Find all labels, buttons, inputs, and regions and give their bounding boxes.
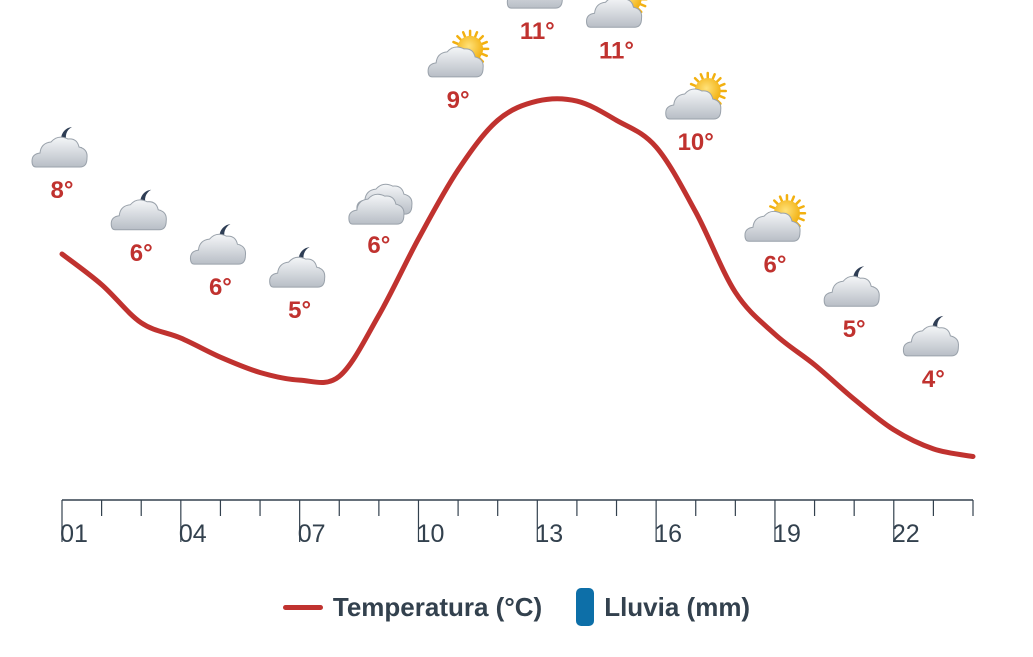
temperature-label: 6° bbox=[130, 240, 153, 267]
cloud-shape bbox=[427, 46, 484, 78]
sun-cloud-icon bbox=[586, 0, 648, 28]
cloud-shape bbox=[665, 88, 722, 120]
x-tick-label: 01 bbox=[60, 520, 88, 548]
moon-cloud-icon bbox=[823, 266, 880, 307]
hourly-icons bbox=[31, 0, 959, 357]
legend: Temperatura (°C) Lluvia (mm) bbox=[0, 583, 1033, 631]
temperature-label: 5° bbox=[843, 316, 866, 343]
x-axis: 01 04 07 10 13 16 19 22 bbox=[60, 499, 974, 548]
temperature-label: 4° bbox=[922, 366, 945, 393]
legend-bar-swatch bbox=[576, 588, 595, 626]
cloud-shape bbox=[348, 193, 405, 225]
legend-label-rain: Lluvia (mm) bbox=[604, 591, 751, 622]
moon-cloud-icon bbox=[269, 247, 326, 288]
legend-line-swatch bbox=[282, 604, 323, 610]
sun-cloud-icon bbox=[506, 0, 563, 9]
temperature-label: 6° bbox=[763, 251, 786, 278]
temperature-label: 6° bbox=[367, 232, 390, 259]
temperature-label: 8° bbox=[51, 177, 74, 204]
sun-cloud-icon bbox=[427, 29, 490, 78]
x-tick-label: 13 bbox=[535, 520, 563, 548]
x-tick-label: 19 bbox=[773, 520, 801, 548]
moon-cloud-icon bbox=[31, 127, 88, 168]
sun-cloud-icon bbox=[744, 194, 807, 242]
cloud-shape bbox=[744, 210, 801, 242]
moon-cloud-icon bbox=[902, 315, 959, 357]
temperature-line bbox=[59, 96, 976, 459]
cloud-shape bbox=[902, 325, 959, 357]
cloud-shape bbox=[823, 275, 880, 307]
legend-item-temperature[interactable]: Temperatura (°C) bbox=[282, 591, 543, 623]
temperature-series bbox=[59, 96, 976, 459]
x-tick-label: 16 bbox=[654, 520, 682, 548]
legend-label-temperature: Temperatura (°C) bbox=[332, 591, 543, 622]
cloud-shape bbox=[189, 233, 247, 265]
temperature-label: 11° bbox=[520, 18, 555, 45]
temperature-label: 5° bbox=[288, 297, 311, 324]
x-tick-label: 04 bbox=[179, 520, 207, 548]
temperature-label: 11° bbox=[599, 37, 634, 64]
moon-cloud-icon bbox=[189, 224, 247, 265]
hourly-temperature-labels: 8° 6° 6° 5° 6° 9° 11° 11° 10° 6° 5° 4° bbox=[51, 18, 945, 393]
sun-cloud-icon bbox=[665, 71, 727, 120]
cloud-icon bbox=[348, 183, 413, 225]
moon-cloud-icon bbox=[110, 189, 167, 231]
cloud-shape bbox=[31, 136, 88, 168]
x-tick-label: 22 bbox=[892, 520, 920, 548]
legend-item-rain[interactable]: Lluvia (mm) bbox=[576, 588, 750, 626]
x-tick-label: 07 bbox=[298, 520, 326, 548]
cloud-shape bbox=[506, 0, 563, 9]
cloud-shape bbox=[586, 0, 643, 28]
cloud-shape bbox=[269, 256, 326, 288]
temperature-label: 9° bbox=[447, 87, 470, 114]
temperature-label: 10° bbox=[678, 129, 714, 156]
x-tick-label: 10 bbox=[417, 520, 445, 548]
temperature-label: 6° bbox=[209, 274, 232, 301]
cloud-shape bbox=[110, 199, 167, 231]
